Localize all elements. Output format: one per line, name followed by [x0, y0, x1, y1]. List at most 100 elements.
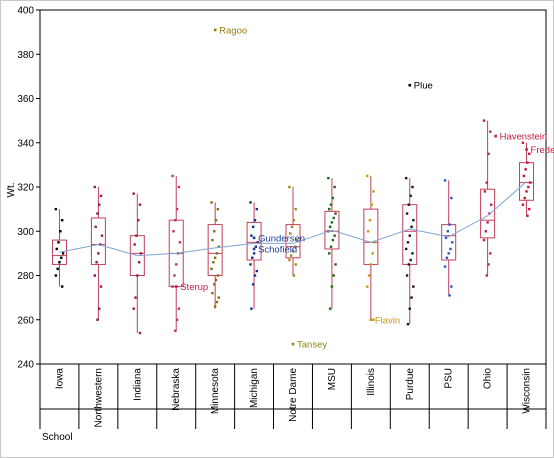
data-point	[136, 274, 139, 277]
y-tick-label: 240	[17, 360, 34, 371]
data-point	[368, 218, 372, 222]
outlier-label: Havenstein	[500, 132, 548, 143]
data-point	[138, 203, 142, 206]
data-point	[255, 269, 258, 273]
data-point	[407, 263, 411, 266]
x-tick-label: MSU	[327, 368, 338, 390]
data-point	[448, 223, 451, 226]
data-point	[171, 174, 174, 178]
data-point	[210, 201, 213, 204]
data-point	[327, 176, 330, 180]
data-point	[528, 152, 531, 156]
data-point	[294, 263, 297, 266]
data-point	[251, 256, 254, 259]
data-point	[211, 292, 214, 295]
data-point	[490, 203, 493, 206]
data-point	[443, 265, 447, 268]
data-point	[486, 221, 489, 224]
outlier-point	[525, 148, 528, 151]
data-point	[449, 247, 452, 251]
x-axis: Iowa Northwestern Indiana Nebraska Minnesota…	[39, 364, 547, 429]
data-point	[290, 225, 294, 229]
data-point	[288, 258, 291, 262]
data-point	[447, 252, 450, 255]
data-point	[411, 252, 414, 255]
data-point	[60, 256, 63, 259]
x-tick-label: Indiana	[132, 368, 143, 401]
data-point	[217, 296, 220, 299]
data-point	[405, 274, 409, 277]
data-point	[331, 238, 335, 242]
data-point	[99, 194, 103, 198]
data-point	[525, 190, 528, 193]
data-point	[451, 241, 454, 244]
data-point	[483, 190, 487, 193]
data-point	[408, 307, 411, 310]
data-point	[138, 331, 142, 335]
data-point	[249, 201, 252, 204]
data-point	[98, 307, 101, 310]
data-point	[295, 238, 298, 242]
data-point	[132, 307, 135, 310]
data-point	[333, 234, 336, 237]
x-tick-label: Illinois	[366, 368, 377, 396]
data-point	[175, 318, 179, 321]
data-point	[137, 261, 141, 264]
y-tick-label: 260	[17, 315, 34, 326]
data-point	[256, 241, 259, 244]
data-point	[445, 256, 449, 259]
y-tick-label: 300	[17, 227, 34, 238]
data-point	[409, 194, 412, 198]
data-point	[98, 203, 101, 206]
data-point	[370, 203, 373, 206]
data-point	[328, 307, 332, 310]
data-point	[215, 300, 219, 304]
data-point	[133, 243, 136, 246]
data-point	[328, 207, 331, 211]
box	[480, 188, 496, 239]
data-point	[366, 230, 370, 233]
data-point	[132, 192, 135, 195]
y-tick-label: 340	[17, 138, 34, 149]
outlier-point	[408, 83, 412, 87]
y-tick-label: 360	[17, 94, 34, 105]
x-tick-label: Northwestern	[93, 368, 104, 427]
outlier-label: Gundersen	[258, 233, 305, 244]
data-point	[482, 238, 486, 242]
data-point	[100, 234, 104, 237]
data-point	[58, 261, 61, 264]
data-point	[371, 252, 374, 255]
outlier-label: Tansey	[297, 340, 327, 351]
data-point	[213, 305, 217, 308]
data-point	[255, 207, 258, 211]
data-point	[405, 212, 409, 215]
data-point	[521, 141, 525, 144]
data-point	[216, 274, 220, 277]
data-point	[135, 234, 138, 237]
outlier-label: Schofield	[258, 244, 297, 255]
data-point	[332, 274, 335, 277]
data-point	[60, 285, 64, 288]
x-tick-label: Nebraska	[171, 368, 182, 411]
outlier-point	[174, 285, 178, 288]
data-point	[54, 207, 58, 211]
data-point	[328, 252, 331, 255]
data-point	[57, 241, 60, 244]
data-point	[96, 212, 99, 215]
data-point	[56, 267, 59, 271]
data-point	[450, 285, 453, 288]
data-point	[482, 119, 486, 122]
data-point	[484, 230, 488, 233]
data-point	[329, 203, 333, 206]
data-point	[409, 258, 412, 262]
data-point	[215, 252, 219, 255]
data-point	[333, 185, 336, 189]
data-point	[450, 196, 453, 200]
data-point	[214, 218, 218, 222]
data-point	[213, 230, 216, 233]
outlier-point	[213, 28, 217, 32]
data-point	[489, 252, 492, 255]
data-point	[54, 274, 58, 277]
outlier-point	[369, 318, 373, 322]
box	[90, 217, 106, 265]
